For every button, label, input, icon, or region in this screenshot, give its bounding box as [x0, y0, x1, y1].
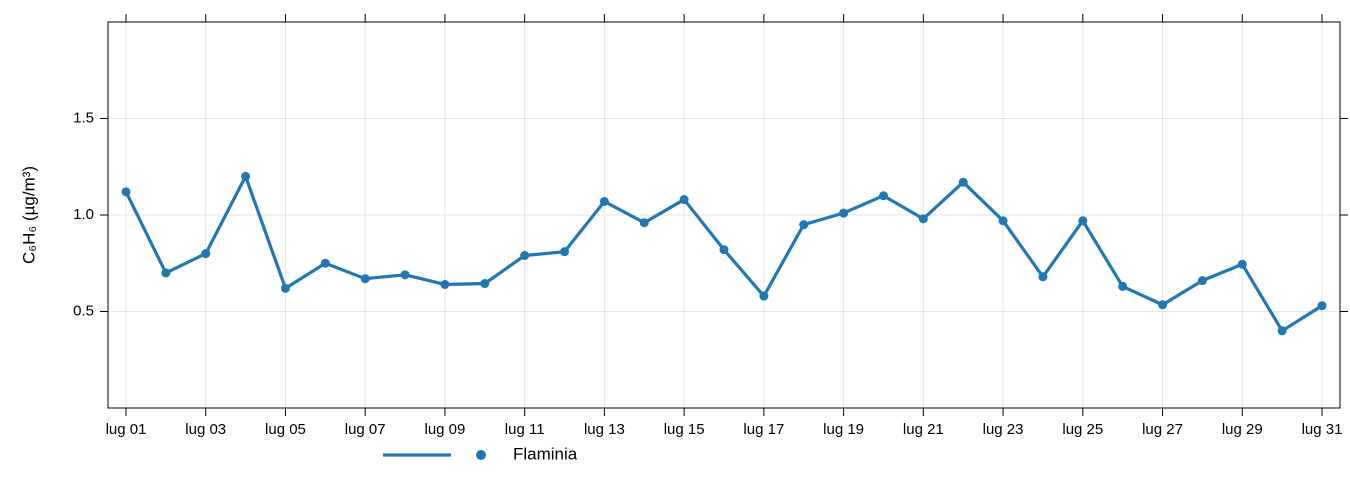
data-point	[998, 216, 1008, 226]
data-point	[719, 245, 729, 255]
data-point	[121, 187, 131, 197]
data-point	[958, 177, 968, 187]
data-point	[400, 270, 410, 280]
data-point	[799, 220, 809, 230]
x-tick-label: lug 31	[1302, 421, 1343, 438]
data-point	[480, 279, 490, 289]
data-point	[320, 258, 330, 268]
x-tick-label: lug 25	[1062, 421, 1103, 438]
data-point	[1118, 281, 1128, 291]
data-point	[639, 218, 649, 228]
legend-marker	[476, 450, 486, 460]
x-tick-label: lug 03	[185, 421, 226, 438]
data-point	[201, 249, 211, 259]
x-tick-label: lug 05	[265, 421, 306, 438]
data-point	[1158, 300, 1168, 310]
data-point	[440, 279, 450, 289]
legend-label: Flaminia	[513, 444, 578, 463]
x-tick-label: lug 09	[424, 421, 465, 438]
x-tick-label: lug 13	[584, 421, 625, 438]
x-tick-label: lug 19	[823, 421, 864, 438]
data-point	[280, 283, 290, 293]
data-point	[1197, 276, 1207, 286]
y-tick-label: 0.5	[73, 302, 94, 319]
x-tick-label: lug 11	[505, 421, 545, 438]
data-point	[1038, 272, 1048, 282]
data-point	[241, 171, 251, 181]
y-axis-label: C₆H₆ (µg/m³)	[19, 166, 38, 264]
data-point	[520, 251, 530, 261]
data-point	[839, 208, 849, 218]
data-point	[878, 191, 888, 201]
data-point	[918, 214, 928, 224]
x-tick-label: lug 23	[983, 421, 1024, 438]
data-point	[759, 291, 769, 301]
x-tick-label: lug 01	[106, 421, 147, 438]
data-point	[560, 247, 570, 257]
x-tick-label: lug 15	[664, 421, 705, 438]
data-point	[360, 274, 370, 284]
data-point	[1078, 216, 1088, 226]
data-point	[679, 195, 689, 205]
x-tick-label: lug 07	[345, 421, 386, 438]
x-tick-label: lug 17	[743, 421, 784, 438]
data-point	[1277, 326, 1287, 336]
data-point	[599, 196, 609, 206]
y-tick-label: 1.5	[73, 109, 94, 126]
plot-frame	[107, 21, 1341, 409]
x-tick-label: lug 21	[903, 421, 944, 438]
y-tick-label: 1.0	[73, 206, 94, 223]
data-point	[161, 268, 171, 278]
data-point	[1237, 259, 1247, 269]
x-tick-label: lug 29	[1222, 421, 1263, 438]
data-point	[1317, 301, 1327, 311]
x-tick-label: lug 27	[1142, 421, 1183, 438]
